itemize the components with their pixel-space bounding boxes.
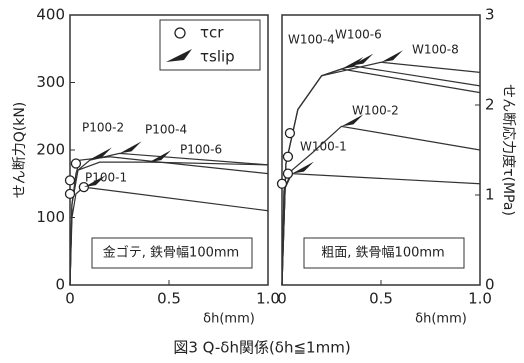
- y2-tick-label: 1: [485, 186, 495, 204]
- y-tick-label: 0: [55, 276, 65, 294]
- slip-marker: [119, 141, 142, 154]
- legend-symbol: [174, 27, 186, 39]
- y-axis-label: せん断力Q(kN): [12, 102, 28, 199]
- curve: [69, 186, 269, 286]
- curve-label: P100-4: [145, 123, 187, 137]
- curve-label: W100-6: [335, 28, 382, 42]
- slip-marker: [149, 150, 172, 163]
- x-tick-label: 0.5: [369, 290, 393, 308]
- slip-marker: [341, 114, 364, 127]
- y2-tick-label: 0: [485, 276, 495, 294]
- cr-marker: [276, 178, 288, 189]
- x-tick-label: 1.0: [468, 290, 492, 308]
- legend-box: [159, 19, 261, 71]
- slip-marker: [351, 53, 374, 66]
- cr-marker: [64, 175, 76, 186]
- x-tick-label: 1.0: [256, 290, 280, 308]
- legend-label: τcr: [200, 24, 224, 42]
- curve-label: P100-6: [180, 143, 222, 157]
- legend-symbol: [166, 49, 192, 62]
- cr-marker: [282, 168, 294, 179]
- y-tick-label: 400: [36, 6, 65, 24]
- curve-label: W100-1: [300, 140, 347, 154]
- x-tick-label: 0: [277, 290, 287, 308]
- cr-marker: [284, 127, 296, 139]
- y-tick-label: 300: [36, 73, 65, 91]
- slip-marker: [83, 175, 106, 188]
- x-axis-label: δh(mm): [203, 312, 255, 327]
- slip-marker: [291, 161, 314, 174]
- x-tick-label: 0.5: [157, 290, 181, 308]
- slip-marker: [381, 50, 403, 63]
- cr-marker: [70, 158, 82, 169]
- note: 金ゴテ, 鉄骨幅100mm: [103, 245, 239, 261]
- y2-tick-label: 2: [485, 96, 495, 114]
- note-box: [303, 237, 465, 269]
- y2-axis-label: せん断応力度τ(MPa): [500, 84, 516, 216]
- y2-tick-label: 3: [485, 6, 495, 24]
- cr-marker: [282, 151, 294, 162]
- note: 粗面, 鉄骨幅100mm: [321, 246, 444, 261]
- curve: [69, 161, 269, 286]
- note-box: [91, 237, 253, 269]
- curve-label: P100-1: [85, 171, 127, 185]
- x-axis-label: δh(mm): [415, 312, 467, 327]
- curve-label: W100-4: [288, 33, 335, 47]
- curve-label: W100-2: [352, 104, 399, 118]
- y-tick-label: 100: [36, 208, 65, 226]
- curve-label: W100-8: [412, 43, 459, 57]
- curve: [281, 125, 481, 286]
- y-tick-label: 200: [36, 141, 65, 159]
- cr-marker: [64, 188, 76, 200]
- legend-label: τslip: [200, 48, 235, 66]
- slip-marker: [89, 147, 112, 160]
- slip-marker: [341, 57, 364, 69]
- caption: 図3 Q-δh関係(δh≦1mm): [173, 339, 350, 357]
- x-tick-label: 0: [65, 290, 75, 308]
- curve-label: P100-2: [82, 121, 124, 135]
